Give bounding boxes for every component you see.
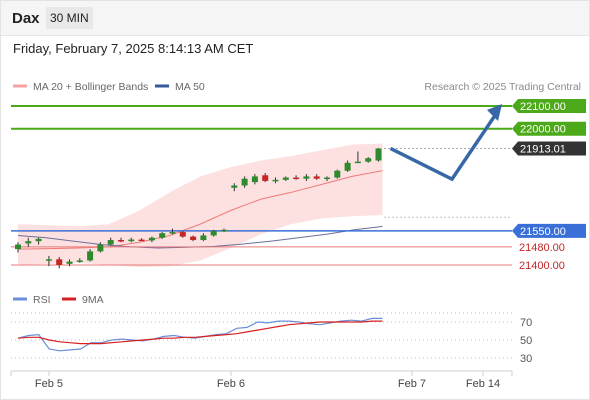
research-credit: Research © 2025 Trading Central (424, 81, 581, 93)
level-label: 21913.01 (520, 143, 566, 155)
candle-body (45, 259, 52, 261)
candle-body (148, 237, 155, 241)
candle-body (241, 178, 248, 186)
candle-body (179, 232, 186, 237)
chart-header: Dax 30 MIN (1, 1, 589, 36)
candle-body (365, 158, 372, 162)
bollinger-band-layer (17, 143, 383, 268)
level-tag-current (512, 141, 586, 156)
candle-body (282, 177, 289, 180)
candle-body (375, 148, 382, 161)
legend-ma50-label: MA 50 (175, 81, 205, 93)
candle-body (66, 261, 73, 264)
candle-body (293, 177, 300, 180)
x-axis: Feb 5 Feb 6 Feb 7 Feb 14 (10, 371, 513, 390)
level-label: 21550.00 (520, 226, 566, 238)
instrument-symbol: Dax (12, 10, 40, 27)
candle-body (190, 236, 197, 241)
candle-body (344, 162, 351, 171)
level-lines-layer: 22100.00 22000.00 21913.01 21550.00 21480.00… (11, 99, 586, 272)
x-tick-label: Feb 5 (35, 378, 63, 390)
candle-body (210, 230, 217, 236)
level-label: 22100.00 (520, 101, 566, 113)
level-tag-target (512, 121, 586, 136)
forecast-layer (389, 104, 502, 182)
rsi-tick-label: 50 (520, 335, 532, 347)
candle-body (231, 185, 238, 188)
candle-body (303, 176, 310, 179)
level-tag-target (512, 99, 586, 113)
rsi-tick-label: 70 (520, 317, 532, 329)
candle-body (251, 176, 258, 183)
rsi-tick-label: 30 (520, 353, 532, 365)
level-label: 22000.00 (520, 124, 566, 136)
rsi-layer: 70 50 30 (11, 312, 532, 365)
forecast-arrow-head (487, 104, 502, 121)
timeframe-badge[interactable]: 30 MIN (46, 7, 93, 29)
rsi-line (17, 317, 383, 352)
candle-body (324, 177, 330, 180)
candle-body (313, 176, 320, 179)
x-tick-label: Feb 14 (466, 378, 500, 390)
bollinger-band-area (18, 143, 383, 268)
candle-body (128, 239, 135, 242)
x-tick-label: Feb 7 (398, 378, 426, 390)
candle-body (262, 175, 269, 181)
candle-body (272, 179, 279, 182)
candle-body (118, 240, 124, 242)
forecast-arrow-path (389, 113, 498, 182)
level-tag-pivot (512, 223, 586, 238)
level-label: 21480.00 (519, 242, 565, 254)
candle-body (87, 251, 94, 261)
legend-9ma-label: 9MA (82, 294, 104, 306)
candle-body (25, 241, 32, 244)
legend-bb-label: MA 20 + Bollinger Bands (33, 81, 148, 93)
candle-body (107, 240, 114, 245)
candle-body (159, 233, 166, 238)
legend-rsi-label: RSI (33, 294, 51, 306)
candle-body (221, 229, 227, 232)
ma20-line (17, 170, 383, 250)
candle-body (76, 260, 83, 262)
candle-body (169, 232, 176, 234)
x-tick-label: Feb 6 (217, 378, 245, 390)
level-label: 21400.00 (519, 260, 565, 272)
candles-layer (15, 148, 382, 269)
candle-body (354, 161, 361, 164)
candle-body (97, 244, 104, 252)
chart-timestamp: Friday, February 7, 2025 8:14:13 AM CET (13, 41, 254, 56)
candle-body (35, 238, 42, 242)
candle-body (15, 244, 21, 250)
candle-body (56, 259, 63, 265)
candle-body (138, 239, 145, 242)
candle-body (334, 170, 341, 178)
rsi-ma-line (17, 320, 383, 345)
candle-body (200, 235, 207, 241)
